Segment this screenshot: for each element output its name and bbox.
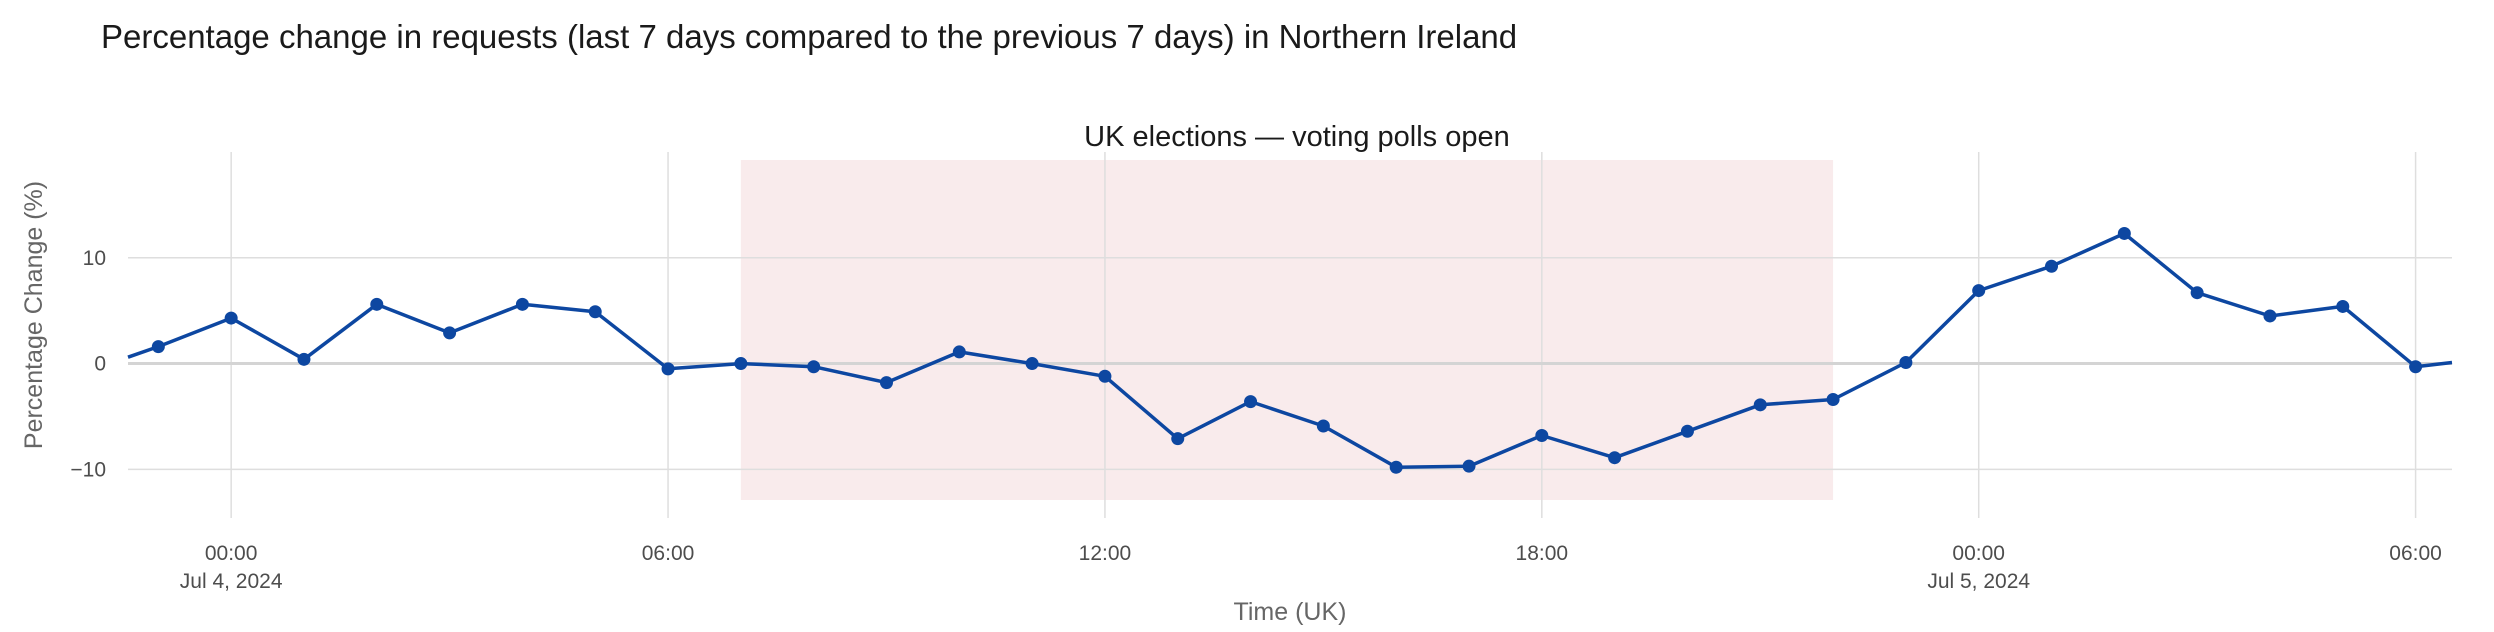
x-axis-title: Time (UK) bbox=[1234, 598, 1347, 626]
y-tick-label: −10 bbox=[70, 458, 106, 481]
y-tick-label: 10 bbox=[83, 247, 106, 270]
data-point bbox=[1389, 460, 1403, 474]
data-point bbox=[2409, 360, 2423, 374]
chart-title: Percentage change in requests (last 7 da… bbox=[101, 18, 1518, 55]
data-point bbox=[1972, 284, 1986, 298]
vertical-gridlines bbox=[230, 152, 2417, 518]
x-tick-label: 18:00 bbox=[1516, 542, 1569, 565]
data-point bbox=[1462, 459, 1476, 473]
data-point bbox=[1244, 395, 1258, 409]
data-point bbox=[2190, 286, 2204, 300]
data-point bbox=[1098, 369, 1112, 383]
data-point bbox=[1680, 424, 1694, 438]
data-point bbox=[515, 297, 529, 311]
data-point bbox=[2117, 226, 2131, 240]
y-tick-label: 0 bbox=[94, 353, 106, 376]
data-point bbox=[1826, 393, 1840, 407]
data-point bbox=[588, 305, 602, 319]
x-tick-date-label: Jul 5, 2024 bbox=[1927, 570, 2030, 593]
data-point bbox=[1316, 419, 1330, 433]
x-tick-label: 00:00 bbox=[205, 542, 258, 565]
y-axis-title: Percentage Change (%) bbox=[20, 181, 48, 449]
data-point bbox=[1171, 432, 1185, 446]
y-axis-tick-labels: 10 0 −10 bbox=[70, 247, 106, 482]
series-points bbox=[151, 226, 2423, 474]
data-point bbox=[1899, 356, 1913, 370]
data-point bbox=[443, 326, 457, 340]
data-point bbox=[2336, 299, 2350, 313]
x-tick-date-label: Jul 4, 2024 bbox=[180, 570, 283, 593]
data-point bbox=[952, 345, 966, 359]
data-point bbox=[734, 357, 748, 371]
data-point bbox=[807, 360, 821, 374]
data-point bbox=[879, 376, 893, 390]
data-point bbox=[1753, 398, 1767, 412]
data-point bbox=[661, 362, 675, 376]
data-point bbox=[1025, 357, 1039, 371]
data-point bbox=[224, 311, 238, 325]
horizontal-gridlines bbox=[128, 257, 2452, 471]
data-point bbox=[297, 352, 311, 366]
series-line bbox=[127, 231, 2453, 469]
data-point bbox=[2263, 309, 2277, 323]
data-point bbox=[1608, 451, 1622, 465]
x-tick-label: 06:00 bbox=[2389, 542, 2442, 565]
x-tick-label: 06:00 bbox=[642, 542, 695, 565]
x-tick-label: 00:00 bbox=[1952, 542, 2005, 565]
data-point bbox=[1535, 428, 1549, 442]
highlight-band bbox=[740, 160, 1834, 500]
x-axis-tick-labels: 00:00 Jul 4, 2024 06:00 12:00 18:00 00:00 Jul … bbox=[180, 542, 2442, 593]
data-point bbox=[2045, 259, 2059, 273]
data-point bbox=[370, 297, 384, 311]
highlight-band-label: UK elections — voting polls open bbox=[1084, 121, 1510, 153]
x-tick-label: 12:00 bbox=[1079, 542, 1132, 565]
data-point bbox=[151, 340, 165, 354]
